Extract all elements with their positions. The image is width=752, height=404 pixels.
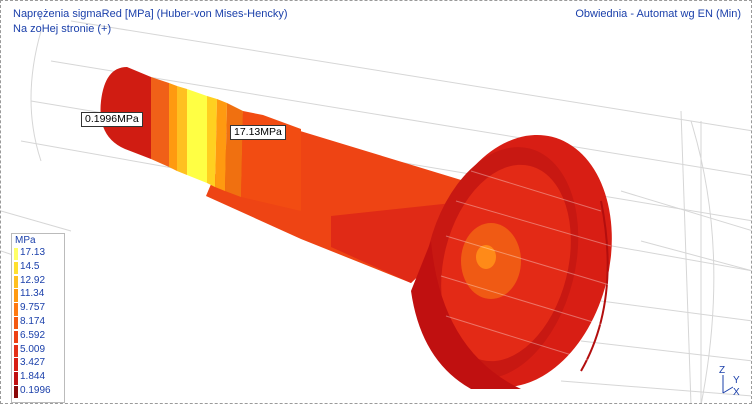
legend-value: 14.5 bbox=[20, 260, 40, 272]
legend-value: 8.174 bbox=[20, 316, 46, 327]
legend-swatch bbox=[14, 330, 18, 344]
axis-y-label: Y bbox=[733, 375, 740, 386]
axis-triad-lines bbox=[722, 375, 734, 394]
legend-entry: 3.427 bbox=[12, 357, 64, 371]
legend-unit: MPa bbox=[15, 235, 36, 246]
min-value-label: 0.1996MPa bbox=[81, 112, 143, 127]
legend-value: 3.427 bbox=[20, 357, 46, 369]
legend-value: 0.1996 bbox=[20, 385, 51, 396]
max-value-label: 17.13MPa bbox=[230, 125, 286, 140]
legend-value: 12.92 bbox=[20, 274, 46, 286]
result-subtitle: Na zoHej stronie (+) bbox=[13, 23, 112, 35]
legend-entry: 17.13 bbox=[12, 247, 64, 261]
legend-entry: 9.757 bbox=[12, 302, 64, 316]
legend-swatch bbox=[14, 289, 18, 302]
legend-swatch bbox=[14, 344, 18, 357]
legend-value: 5.009 bbox=[20, 343, 46, 355]
legend-swatch bbox=[14, 248, 18, 261]
legend-value: 11.34 bbox=[20, 288, 45, 300]
legend-swatch bbox=[14, 303, 18, 316]
result-title: Naprężenia sigmaRed [MPa] (Huber-von Mis… bbox=[13, 8, 288, 20]
legend-value: 1.844 bbox=[20, 371, 46, 383]
legend-swatch bbox=[14, 372, 18, 385]
legend-entry: 1.844 bbox=[12, 371, 64, 385]
axis-z-label: Z bbox=[719, 365, 726, 376]
legend-value: 9.757 bbox=[20, 302, 46, 314]
legend-entry: 14.5 bbox=[12, 260, 64, 275]
axis-triad-icon: Z Y X bbox=[713, 365, 747, 401]
legend-entry: 6.592 bbox=[12, 329, 64, 344]
legend-swatch bbox=[14, 317, 18, 330]
legend-entry: 11.34 bbox=[12, 288, 64, 302]
legend-entry: 8.174 bbox=[12, 316, 64, 330]
envelope-label: Obwiednia - Automat wg EN (Min) bbox=[575, 8, 741, 20]
legend-swatch bbox=[14, 261, 18, 275]
legend-swatch bbox=[14, 275, 18, 288]
legend-entry: 0.1996 bbox=[12, 385, 64, 399]
color-scale-legend: MPa 17.13 14.5 12.92 11.34 9.757 8.174 6.592 5.… bbox=[11, 233, 65, 403]
legend-value: 6.592 bbox=[20, 329, 46, 341]
legend-swatch bbox=[14, 386, 18, 399]
legend-entry: 12.92 bbox=[12, 274, 64, 288]
flange bbox=[411, 134, 614, 389]
legend-entry: 5.009 bbox=[12, 343, 64, 357]
legend-value: 17.13 bbox=[20, 247, 46, 258]
axis-x-label: X bbox=[733, 387, 740, 398]
legend-swatch bbox=[14, 358, 18, 371]
